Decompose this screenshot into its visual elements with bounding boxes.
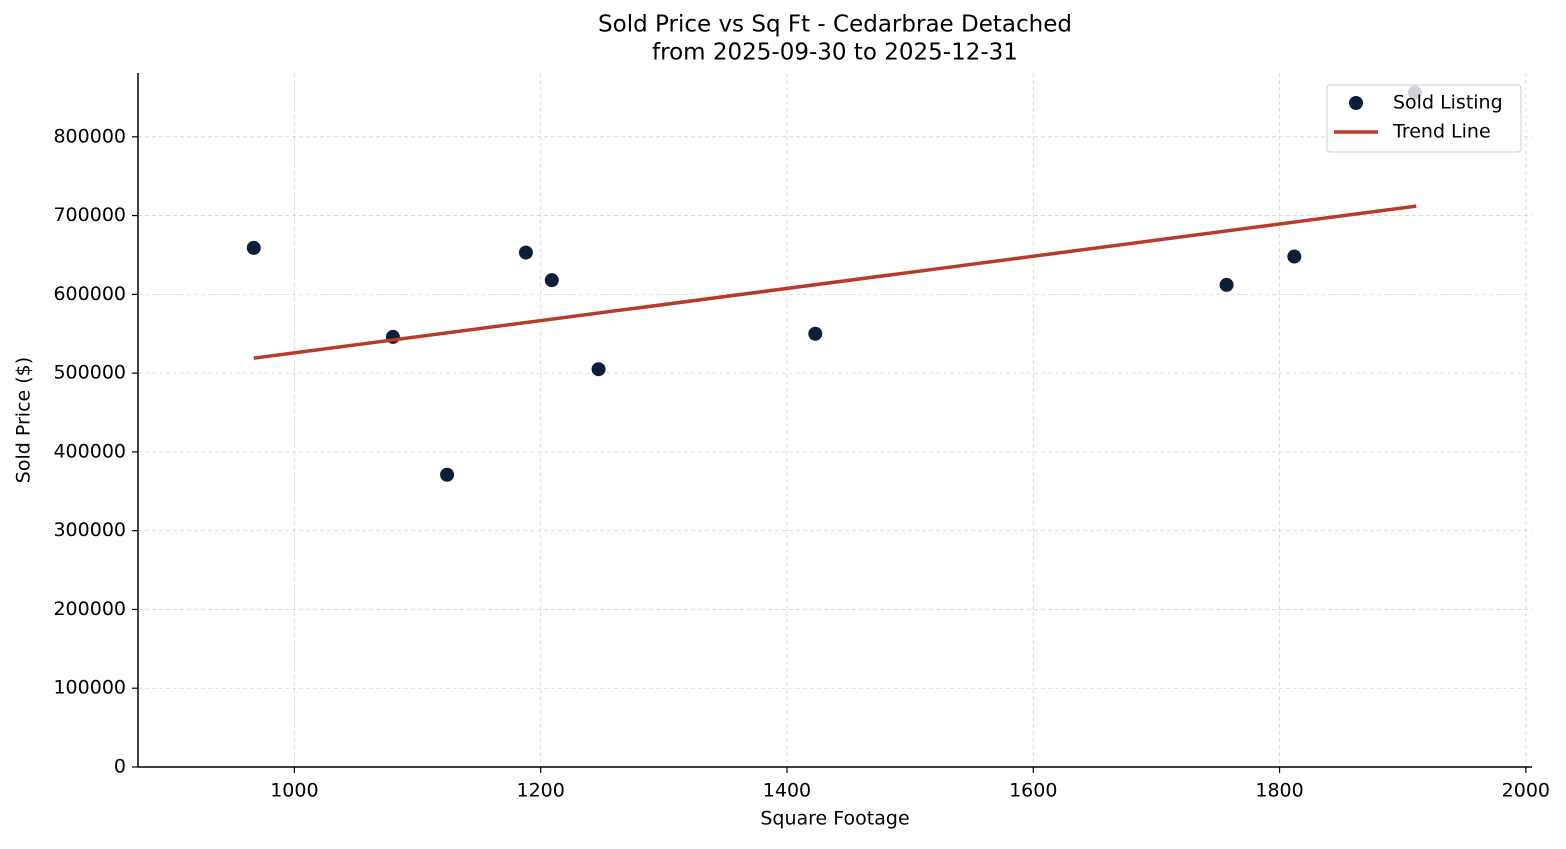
x-axis-label: Square Footage	[760, 808, 909, 830]
x-tick-label: 1800	[1255, 780, 1303, 802]
trend-line	[253, 204, 1417, 360]
point	[591, 362, 606, 377]
chart-title: Sold Price vs Sq Ft - Cedarbrae Detached	[598, 12, 1072, 38]
point	[1219, 277, 1234, 292]
point	[246, 240, 261, 255]
chart-subtitle: from 2025-09-30 to 2025-12-31	[652, 40, 1018, 66]
y-axis-label: Sold Price ($)	[13, 357, 35, 483]
legend-swatch	[1349, 96, 1363, 110]
legend-label: Trend Line	[1392, 121, 1491, 143]
x-tick-label: 1000	[270, 780, 318, 802]
legend-label: Sold Listing	[1393, 92, 1503, 114]
x-tick-label: 1600	[1009, 780, 1057, 802]
y-tick-label: 800000	[53, 125, 126, 147]
x-tick-label: 1200	[517, 780, 565, 802]
y-tick-label: 700000	[53, 204, 126, 226]
point	[808, 326, 823, 341]
y-tick-label: 600000	[53, 283, 126, 305]
legend-box	[1326, 84, 1522, 153]
y-tick-label: 400000	[53, 440, 126, 462]
y-tick-label: 100000	[53, 677, 126, 699]
point	[544, 273, 559, 288]
point	[518, 245, 533, 260]
y-tick-label: 200000	[53, 598, 126, 620]
legend: Sold Listing Trend Line	[1326, 84, 1522, 153]
y-tick-label: 300000	[53, 519, 126, 541]
x-tick-label: 1400	[763, 780, 811, 802]
point	[440, 467, 455, 482]
point	[1287, 249, 1302, 264]
y-tick-label: 500000	[53, 362, 126, 384]
y-tick-label: 0	[114, 756, 126, 778]
x-tick-label: 2000	[1502, 780, 1550, 802]
